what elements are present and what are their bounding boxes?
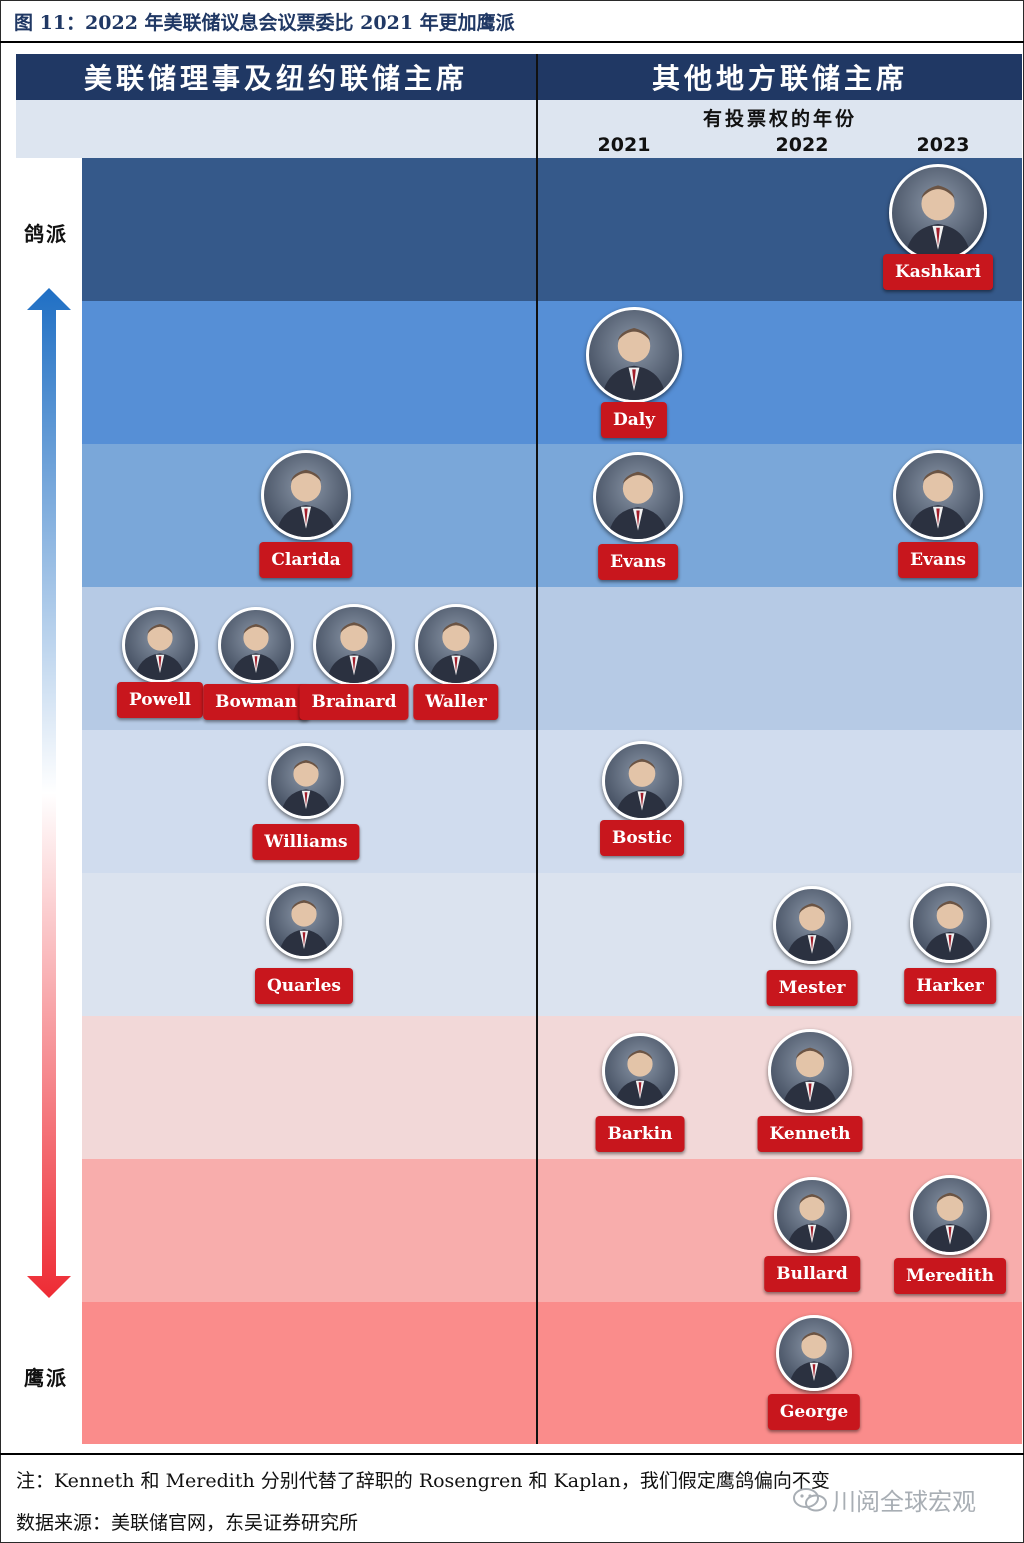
portrait-icon [586,307,682,403]
watermark: 川阅全球宏观 [792,1482,976,1517]
band-6 [82,873,1022,1016]
name-tag: Bullard [764,1256,860,1292]
portrait-icon [910,883,990,963]
person-card: Quarles [239,883,369,1013]
data-source: 数据来源：美联储官网，东吴证券研究所 [16,1512,359,1534]
person-card: Harker [883,883,1017,1013]
watermark-text: 川阅全球宏观 [832,1488,976,1516]
name-tag: Quarles [255,968,353,1004]
name-tag: Evans [898,542,978,578]
name-tag: Barkin [595,1116,685,1152]
figure-title: 图 11：2022 年美联储议息会议票委比 2021 年更加鹰派 [14,12,515,34]
name-tag: Bostic [600,820,684,856]
header-governors: 美联储理事及纽约联储主席 [16,54,536,100]
portrait-icon [602,741,682,821]
person-card: Bostic [575,741,709,871]
portrait-icon [602,1033,678,1109]
person-card: Clarida [234,450,378,580]
band-9 [82,1302,1022,1444]
band-5 [82,730,1022,873]
header-regional-presidents: 其他地方联储主席 [538,54,1022,100]
band-1 [82,158,1022,301]
portrait-icon [268,743,344,819]
portrait-icon [768,1029,852,1113]
portrait-icon [776,1315,852,1391]
band-2 [82,301,1022,444]
portrait-icon [122,607,198,683]
name-tag: Powell [116,682,204,718]
band-8 [82,1159,1022,1302]
portrait-icon [773,886,851,964]
person-card: George [749,1315,879,1445]
year-2021: 2021 [597,134,651,156]
person-card: Barkin [575,1033,705,1163]
name-tag: Williams [252,824,360,860]
name-tag: Brainard [299,684,409,720]
band-3 [82,444,1022,587]
portrait-icon [261,450,351,540]
person-card: Brainard [286,604,422,734]
portrait-icon [893,450,983,540]
portrait-icon [910,1175,990,1255]
portrait-icon [774,1177,850,1253]
name-tag: Meredith [894,1258,1006,1294]
name-tag: Bowman [203,684,309,720]
wechat-icon [793,1487,827,1511]
portrait-icon [593,452,683,542]
portrait-icon [889,164,987,262]
title-divider [0,41,1024,43]
name-tag: Clarida [259,542,353,578]
person-card: Evans [566,452,710,582]
name-tag: Mester [766,970,858,1006]
footer-divider [0,1453,1024,1455]
person-card: Kenneth [741,1029,879,1159]
portrait-icon [218,607,294,683]
person-card: Waller [388,604,524,734]
portrait-icon [415,604,497,686]
name-tag: Evans [598,544,678,580]
name-tag: Waller [413,684,499,720]
portrait-icon [313,604,395,686]
person-card: Evans [866,450,1010,580]
name-tag: George [767,1394,861,1430]
person-card: Williams [241,743,371,873]
name-tag: Kenneth [757,1116,863,1152]
dovish-label: 鸽派 [24,222,68,246]
column-divider [536,54,538,1444]
person-card: Mester [746,886,878,1016]
year-2022: 2022 [775,134,829,156]
band-7 [82,1016,1022,1159]
subheader-left [16,100,536,158]
voting-years-label: 有投票权的年份 [702,108,857,130]
footnote: 注：Kenneth 和 Meredith 分别代替了辞职的 Rosengren … [16,1470,830,1492]
person-card: Daly [559,307,709,438]
year-2023: 2023 [916,134,970,156]
person-card: Powell [95,607,225,737]
name-tag: Harker [904,968,996,1004]
dove-hawk-arrow-icon [27,288,71,1298]
subheader-right [538,100,1022,158]
name-tag: Kashkari [883,254,993,290]
person-card: Meredith [883,1175,1017,1305]
hawkish-label: 鹰派 [24,1366,68,1390]
person-card: Bowman [191,607,321,737]
person-card: Bullard [747,1177,877,1307]
name-tag: Daly [600,402,668,438]
person-card: Kashkari [862,164,1014,294]
portrait-icon [266,883,342,959]
